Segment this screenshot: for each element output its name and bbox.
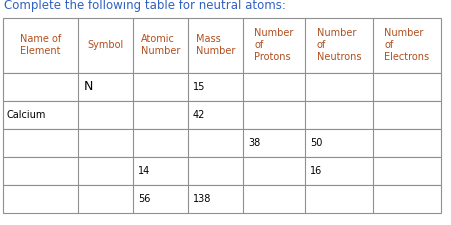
Text: Calcium: Calcium bbox=[7, 110, 46, 120]
Bar bbox=[3, 185, 440, 213]
Text: 50: 50 bbox=[309, 138, 322, 148]
Text: Mass
Number: Mass Number bbox=[195, 34, 235, 56]
Text: Number
of
Electrons: Number of Electrons bbox=[384, 29, 428, 63]
Text: Symbol: Symbol bbox=[87, 40, 124, 50]
Bar bbox=[3, 157, 440, 185]
Text: 56: 56 bbox=[138, 194, 150, 204]
Text: Atomic
Number: Atomic Number bbox=[141, 34, 180, 56]
Text: 14: 14 bbox=[138, 166, 150, 176]
Bar bbox=[3, 129, 440, 157]
Text: N: N bbox=[84, 81, 93, 94]
Bar bbox=[3, 73, 440, 101]
Text: 38: 38 bbox=[248, 138, 260, 148]
Text: 16: 16 bbox=[309, 166, 322, 176]
Text: 42: 42 bbox=[193, 110, 205, 120]
Bar bbox=[3, 18, 440, 73]
Text: Name of
Element: Name of Element bbox=[20, 34, 61, 56]
Text: 15: 15 bbox=[193, 82, 205, 92]
Bar bbox=[3, 101, 440, 129]
Text: 138: 138 bbox=[193, 194, 211, 204]
Text: Number
of
Protons: Number of Protons bbox=[254, 29, 293, 63]
Text: Complete the following table for neutral atoms:: Complete the following table for neutral… bbox=[4, 0, 285, 12]
Text: Number
of
Neutrons: Number of Neutrons bbox=[316, 29, 360, 63]
